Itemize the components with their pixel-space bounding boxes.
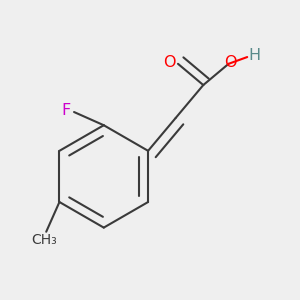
Text: O: O [164,55,176,70]
Text: F: F [61,103,70,118]
Text: O: O [224,55,236,70]
Text: H: H [248,48,260,63]
Text: CH₃: CH₃ [32,233,57,247]
